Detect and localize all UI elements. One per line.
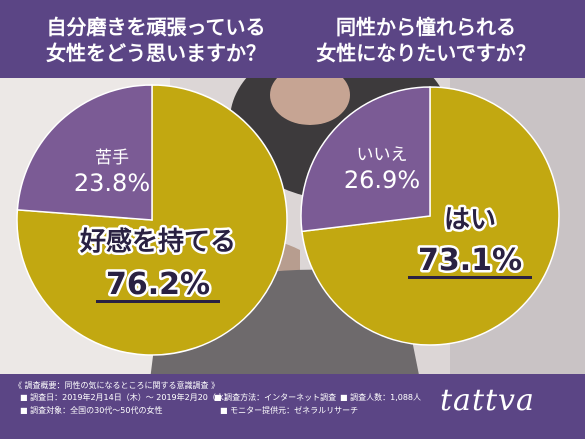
pie-slice <box>300 86 431 233</box>
slice-label: はい <box>444 205 496 235</box>
survey-heading: 《 調査概要：同性の気になるところに関する意識調査 》 <box>14 381 220 390</box>
question-left-line2: 女性をどう思いますか？ <box>46 41 266 65</box>
slice-value: 73.1% <box>418 243 522 278</box>
slice-label: 好感を持てる <box>79 227 236 257</box>
brand-logo: tattva <box>440 383 535 418</box>
slice-value: 23.8% <box>74 169 150 197</box>
value-underline <box>408 276 532 279</box>
survey-date: ■ 調査日：2019年2月14日（木）～ 2019年2月20（水） <box>20 393 232 402</box>
survey-target: ■ 調査対象：全国の30代〜50代の女性 <box>20 406 163 415</box>
slice-value: 26.9% <box>344 166 420 194</box>
slice-label: 苦手 <box>95 148 129 168</box>
slice-value: 76.2% <box>106 267 210 302</box>
footer-band <box>0 374 585 439</box>
question-right-line1: 同性から憧れられる <box>336 15 516 39</box>
question-left-title: 自分磨きを頑張っている 女性をどう思いますか？ <box>26 14 286 66</box>
value-underline <box>96 300 220 303</box>
survey-method: ■ 調査方法：インターネット調査 <box>214 393 337 402</box>
question-right-title: 同性から憧れられる 女性になりたいですか？ <box>296 14 556 66</box>
header-band <box>0 0 585 78</box>
survey-respondents: ■ 調査人数：1,088人 <box>340 393 422 402</box>
survey-provider: ■ モニター提供元：ゼネラルリサーチ <box>220 406 359 415</box>
slice-label: いいえ <box>357 145 408 165</box>
question-right-line2: 女性になりたいですか？ <box>316 41 536 65</box>
question-left-line1: 自分磨きを頑張っている <box>46 15 266 39</box>
pie-slice <box>16 84 153 221</box>
